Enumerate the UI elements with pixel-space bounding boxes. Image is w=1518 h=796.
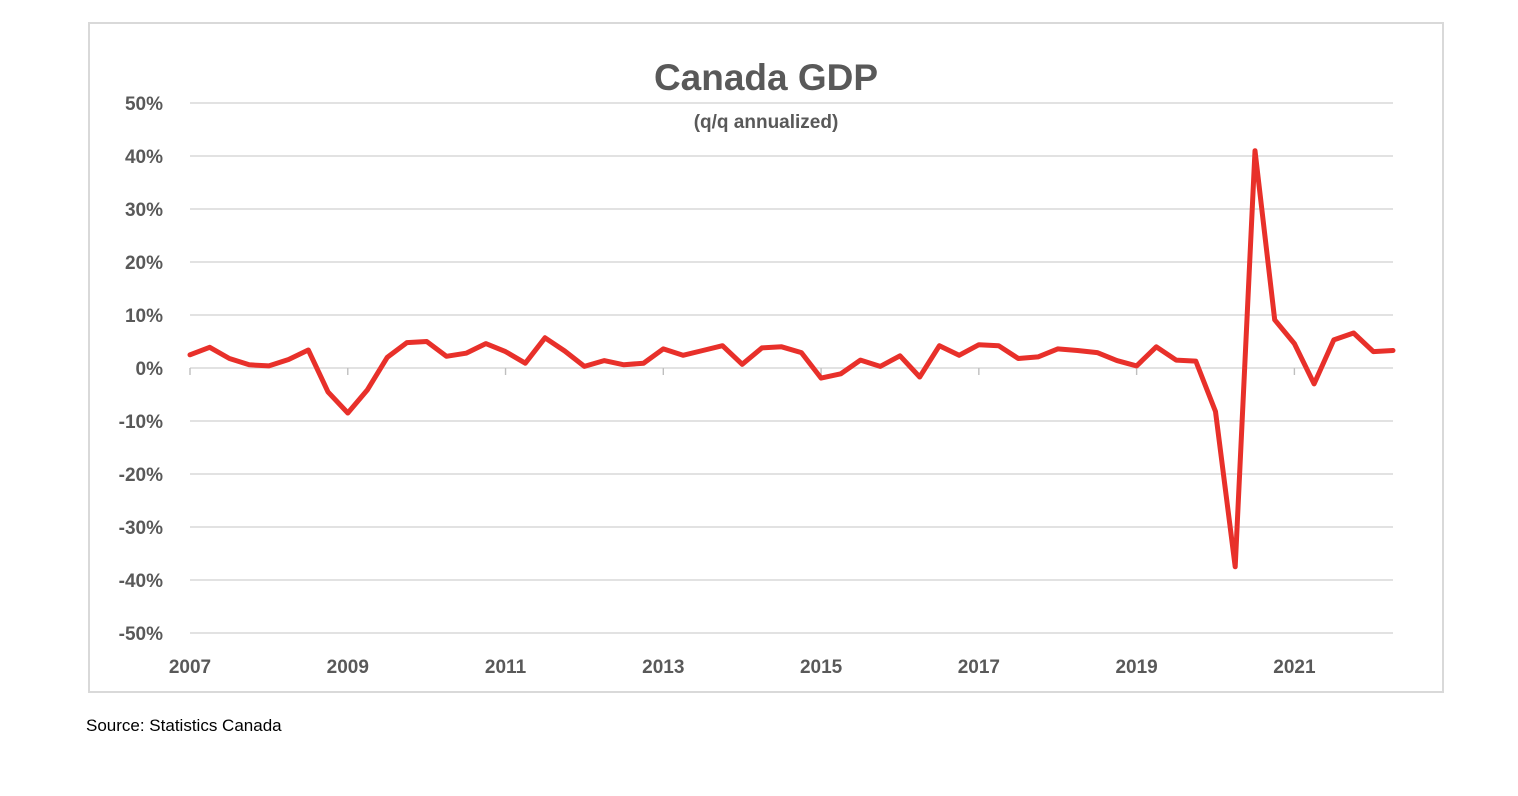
x-tick-label: 2019: [1115, 657, 1157, 678]
source-note: Source: Statistics Canada: [86, 716, 282, 735]
x-tick-label: 2017: [958, 657, 1000, 678]
x-tick-label: 2009: [327, 657, 369, 678]
y-tick-label: -20%: [119, 465, 163, 486]
y-tick-label: 10%: [125, 306, 163, 327]
x-tick-label: 2015: [800, 657, 843, 678]
x-tick-label: 2021: [1273, 657, 1316, 678]
series-layer: [187, 148, 1396, 570]
chart-title: Canada GDP: [654, 57, 878, 98]
y-tick-label: -40%: [119, 571, 163, 592]
y-axis-tick-labels: 50% 40% 30% 20% 10% 0% -10% -20% -30% -40% -50%: [119, 94, 163, 645]
gdp-series-line: [187, 148, 1396, 570]
y-tick-label: 50%: [125, 94, 163, 115]
y-tick-label: -30%: [119, 518, 163, 539]
y-tick-label: 40%: [125, 147, 163, 168]
y-tick-label: -10%: [119, 412, 163, 433]
chart-subtitle: (q/q annualized): [694, 112, 839, 133]
x-tick-label: 2013: [642, 657, 684, 678]
x-axis-tick-marks: [189, 368, 1296, 375]
x-axis-tick-labels: 2007 2009 2011 2013 2015 2017 2019 2021: [169, 657, 1316, 678]
x-tick-label: 2011: [485, 657, 527, 678]
y-tick-label: 20%: [125, 253, 163, 274]
y-tick-label: -50%: [119, 624, 163, 645]
gridlines: [190, 102, 1393, 634]
x-tick-label: 2007: [169, 657, 211, 678]
y-tick-label: 0%: [136, 359, 164, 380]
gdp-line-chart: Canada GDP (q/q annualized) 50% 40% 30% 20%…: [119, 57, 1396, 678]
y-tick-label: 30%: [125, 200, 163, 221]
